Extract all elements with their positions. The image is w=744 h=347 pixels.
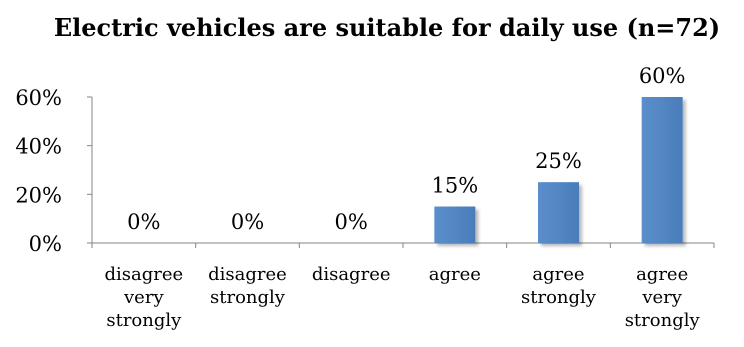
x-category-label-line: disagree [208,264,287,285]
x-category-label-line: disagree [312,264,391,285]
y-tick-label: 0% [29,232,62,256]
x-category-label-line: agree [429,264,481,285]
x-category-label-line: disagree [104,264,183,285]
x-category-label-line: strongly [521,287,597,308]
x-category-label-line: agree [532,264,584,285]
y-tick-label: 40% [15,135,62,159]
x-category-label-line: agree [636,264,688,285]
y-tick-label: 20% [15,183,62,207]
x-category-label: disagree [312,264,391,285]
data-label: 15% [431,174,478,198]
x-category-label: agree [429,264,481,285]
plot-area: 0%20%40%60%0%disagree very strongly0%disag… [15,64,715,331]
chart-title: Electric vehicles are suitable for daily… [54,13,720,42]
x-category-label: disagree strongly [208,264,287,308]
data-label: 25% [535,149,582,173]
x-category-label-line: strongly [625,310,701,331]
bar [538,182,579,243]
bar [641,97,683,243]
x-category-label-line: very [641,287,682,308]
data-label: 0% [231,210,264,234]
data-label: 60% [639,64,686,88]
x-category-label-line: strongly [106,310,182,331]
x-category-label-line: very [123,287,164,308]
x-category-label: agree strongly [521,264,597,308]
x-category-label-line: strongly [210,287,286,308]
data-label: 0% [127,210,160,234]
y-tick-label: 60% [15,86,62,110]
x-category-label: agree very strongly [625,264,701,331]
bar [434,206,476,243]
data-label: 0% [335,210,368,234]
x-category-label: disagree very strongly [104,264,183,331]
